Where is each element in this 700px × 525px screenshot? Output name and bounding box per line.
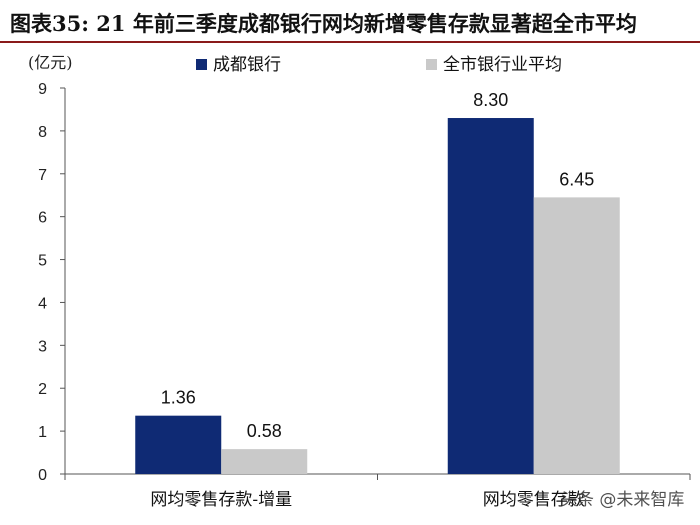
x-category-label: 网均零售存款-增量 <box>150 490 292 510</box>
data-label: 6.45 <box>559 169 594 189</box>
legend: 成都银行 全市银行业平均 <box>196 55 562 75</box>
legend-swatch <box>196 59 207 70</box>
data-label: 1.36 <box>161 388 196 408</box>
data-label: 8.30 <box>473 90 508 110</box>
bars: 1.36 0.58 8.30 6.45 <box>135 90 620 475</box>
bar-city-average <box>221 449 308 474</box>
y-tick-label: 6 <box>38 210 47 227</box>
y-tick-label: 4 <box>38 295 47 312</box>
y-tick-label: 3 <box>38 338 47 355</box>
y-tick-label: 7 <box>38 167 47 184</box>
y-tick-label: 9 <box>38 81 47 98</box>
y-axis-unit-label: (亿元) <box>28 53 73 72</box>
y-tick-label: 0 <box>38 467 47 484</box>
legend-swatch <box>426 59 437 70</box>
legend-label: 全市银行业平均 <box>443 55 562 75</box>
bar-chengdu-bank <box>447 118 534 475</box>
title-bar: 图表35: 21 年前三季度成都银行网均新增零售存款显著超全市平均 <box>0 0 700 43</box>
y-tick-label: 2 <box>38 381 47 398</box>
title-rule <box>0 41 700 43</box>
data-label: 0.58 <box>247 421 282 441</box>
legend-label: 成都银行 <box>213 55 281 75</box>
y-tick-label: 8 <box>38 124 47 141</box>
bar-chengdu-bank <box>135 415 222 474</box>
watermark-text: 头条 @未来智库 <box>560 490 684 510</box>
chart-title: 图表35: 21 年前三季度成都银行网均新增零售存款显著超全市平均 <box>10 11 637 36</box>
x-category-label: 网均零售存款 <box>483 490 585 510</box>
bar-city-average <box>533 197 620 474</box>
y-tick-label: 5 <box>38 253 47 270</box>
y-tick-label: 1 <box>38 424 47 441</box>
